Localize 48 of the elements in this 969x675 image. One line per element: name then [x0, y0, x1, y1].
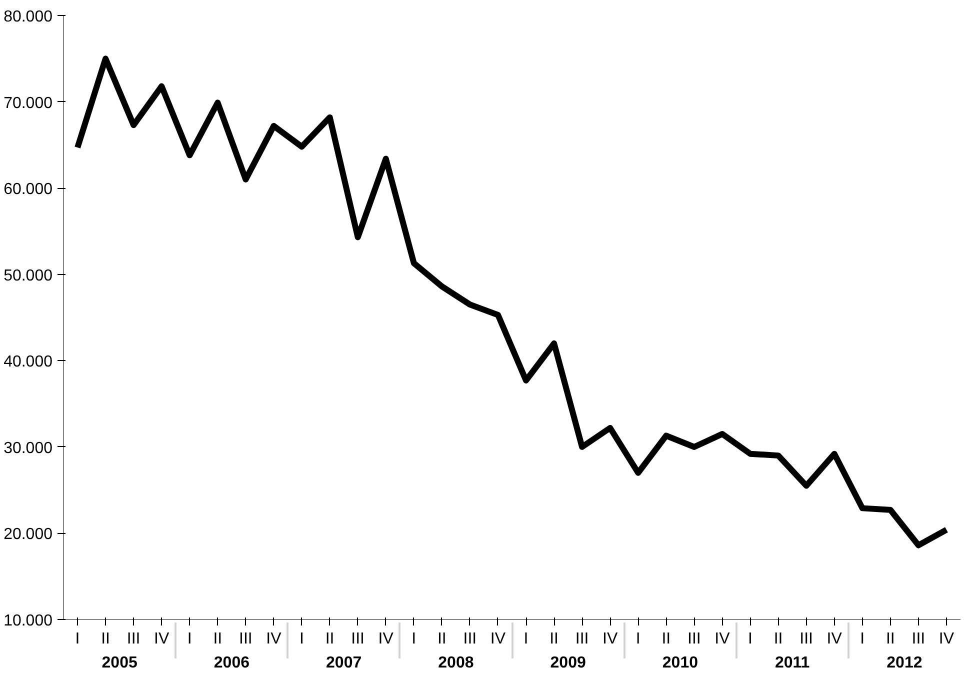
x-tick-label: I	[75, 630, 80, 648]
x-tick-label: III	[463, 630, 477, 648]
x-tick-label: III	[351, 630, 365, 648]
x-tick-label: IV	[938, 630, 954, 648]
text: 2007	[326, 654, 362, 672]
x-tick-label: IV	[602, 630, 618, 648]
x-tick-label: II	[213, 630, 222, 648]
x-tick-label: III	[126, 630, 140, 648]
x-tick-label: I	[412, 630, 416, 648]
text: 2011	[774, 654, 810, 672]
x-tick-label: II	[101, 630, 110, 648]
y-tick-label: 60.000	[4, 181, 53, 198]
y-tick-label: 80.000	[4, 8, 53, 26]
x-tick-label: IV	[490, 630, 506, 648]
y-tick-label: 40.000	[4, 354, 53, 371]
text: 2008	[438, 654, 474, 672]
x-tick-label: I	[187, 630, 192, 648]
x-tick-label: II	[886, 630, 895, 648]
x-tick-label: II	[774, 630, 783, 648]
x-tick-label: I	[748, 630, 752, 648]
x-tick-label: III	[575, 630, 589, 648]
y-tick-label: 50.000	[4, 267, 53, 284]
y-tick-label: 10.000	[4, 612, 53, 630]
x-tick-label: I	[300, 630, 304, 648]
text: 2006	[214, 654, 250, 672]
x-tick-label: II	[662, 630, 671, 648]
x-tick-label: II	[437, 630, 446, 648]
x-tick-label: III	[912, 630, 926, 648]
x-tick-label: I	[524, 630, 528, 648]
text: 2009	[550, 654, 586, 672]
x-tick-label: IV	[266, 630, 282, 648]
y-tick-label: 70.000	[4, 94, 53, 112]
y-tick-label: 30.000	[4, 440, 53, 457]
x-tick-label: I	[860, 630, 865, 648]
x-tick-label: IV	[378, 630, 394, 648]
text: 2012	[886, 654, 922, 672]
x-tick-label: I	[636, 630, 640, 648]
x-tick-label: IV	[154, 630, 170, 648]
y-tick-label: 20.000	[4, 526, 53, 544]
x-tick-label: IV	[714, 630, 730, 648]
x-tick-label: III	[800, 630, 814, 648]
text: 2005	[102, 654, 138, 672]
x-tick-label: III	[688, 630, 701, 648]
text: 2010	[662, 654, 698, 672]
x-tick-label: IV	[826, 630, 842, 648]
x-tick-label: II	[325, 630, 334, 648]
x-tick-label: III	[239, 630, 252, 648]
x-tick-label: II	[550, 630, 558, 648]
